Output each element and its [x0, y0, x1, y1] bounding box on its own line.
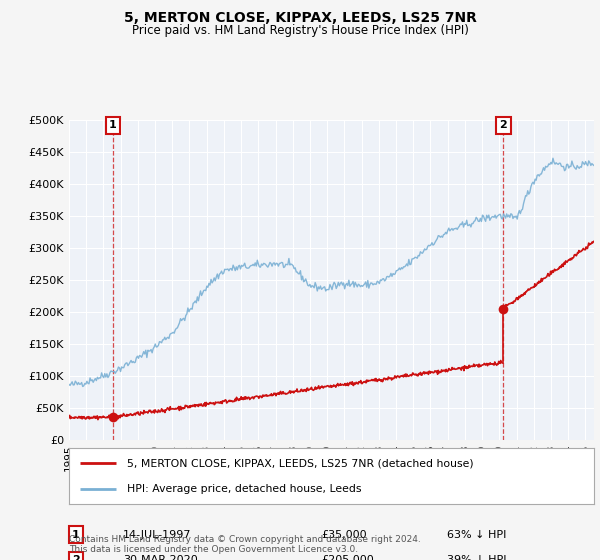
- Text: 1: 1: [109, 120, 116, 130]
- Text: HPI: Average price, detached house, Leeds: HPI: Average price, detached house, Leed…: [127, 484, 361, 494]
- Text: 5, MERTON CLOSE, KIPPAX, LEEDS, LS25 7NR (detached house): 5, MERTON CLOSE, KIPPAX, LEEDS, LS25 7NR…: [127, 458, 473, 468]
- Text: 1: 1: [72, 530, 80, 540]
- Text: 5, MERTON CLOSE, KIPPAX, LEEDS, LS25 7NR: 5, MERTON CLOSE, KIPPAX, LEEDS, LS25 7NR: [124, 11, 476, 25]
- Text: 63% ↓ HPI: 63% ↓ HPI: [447, 530, 506, 540]
- Text: 2: 2: [72, 555, 80, 560]
- Text: 30-MAR-2020: 30-MAR-2020: [123, 555, 198, 560]
- Text: £205,000: £205,000: [321, 555, 374, 560]
- Text: £35,000: £35,000: [321, 530, 367, 540]
- Text: 2: 2: [500, 120, 508, 130]
- Text: 39% ↓ HPI: 39% ↓ HPI: [447, 555, 506, 560]
- Text: 14-JUL-1997: 14-JUL-1997: [123, 530, 191, 540]
- Text: Price paid vs. HM Land Registry's House Price Index (HPI): Price paid vs. HM Land Registry's House …: [131, 24, 469, 36]
- Text: Contains HM Land Registry data © Crown copyright and database right 2024.
This d: Contains HM Land Registry data © Crown c…: [69, 535, 421, 554]
